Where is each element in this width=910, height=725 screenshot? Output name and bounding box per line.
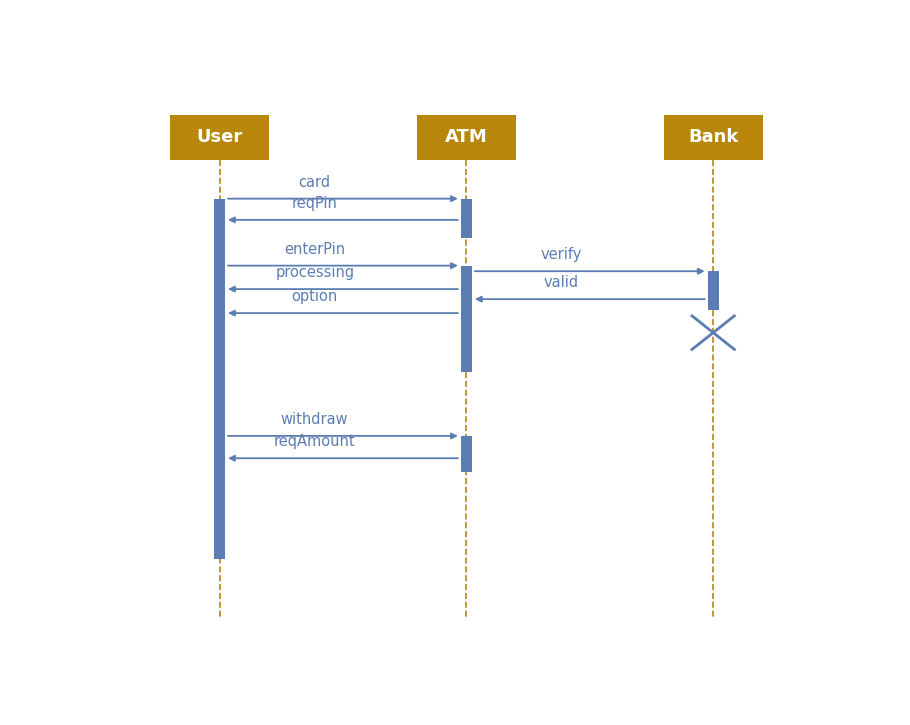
Text: card: card	[298, 175, 330, 190]
Text: processing: processing	[275, 265, 354, 280]
Text: reqAmount: reqAmount	[274, 434, 356, 450]
FancyBboxPatch shape	[214, 199, 225, 559]
Text: ATM: ATM	[445, 128, 488, 146]
FancyBboxPatch shape	[417, 115, 516, 160]
Text: option: option	[291, 289, 338, 304]
Text: reqPin: reqPin	[292, 196, 338, 211]
Text: User: User	[197, 128, 243, 146]
FancyBboxPatch shape	[460, 436, 472, 472]
FancyBboxPatch shape	[460, 199, 472, 238]
FancyBboxPatch shape	[170, 115, 269, 160]
FancyBboxPatch shape	[708, 271, 719, 310]
Text: verify: verify	[541, 247, 582, 262]
Text: withdraw: withdraw	[281, 412, 349, 427]
FancyBboxPatch shape	[664, 115, 763, 160]
Text: valid: valid	[544, 276, 579, 290]
Text: Bank: Bank	[688, 128, 738, 146]
FancyBboxPatch shape	[460, 265, 472, 372]
Text: enterPin: enterPin	[284, 241, 345, 257]
